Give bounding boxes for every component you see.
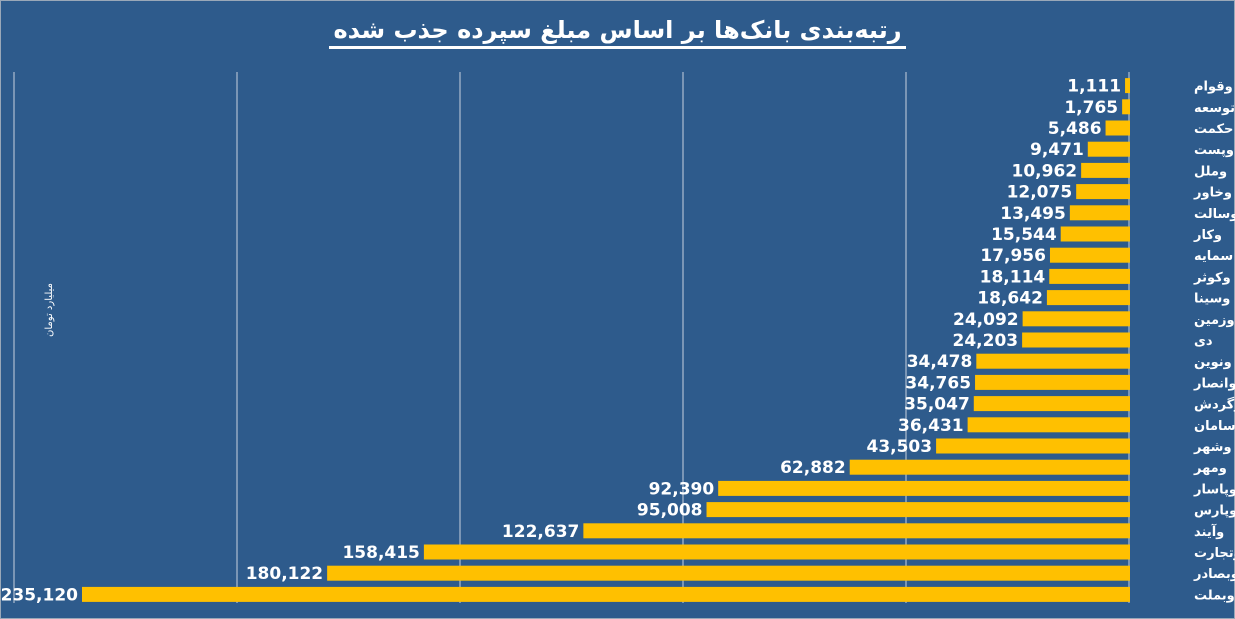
value-label: 9,471 (1030, 140, 1084, 160)
bar (967, 417, 1130, 433)
category-label: سمایه (1194, 249, 1233, 264)
category-label: وپاسار (1193, 482, 1235, 497)
value-label: 5,486 (1048, 119, 1102, 139)
value-label: 1,765 (1064, 98, 1118, 118)
bar (1076, 184, 1130, 200)
value-label: 34,478 (907, 352, 973, 372)
value-label: 36,431 (898, 416, 964, 436)
bar (1046, 290, 1130, 306)
category-label: وسینا (1194, 292, 1230, 307)
bar (82, 586, 1130, 602)
category-label: وانصار (1193, 376, 1235, 391)
value-label: 10,962 (1012, 161, 1078, 181)
category-label: وشهر (1193, 440, 1232, 455)
value-label: 24,092 (953, 310, 1019, 330)
value-label: 158,415 (342, 543, 419, 563)
value-label: 62,882 (780, 458, 846, 478)
bar (1122, 99, 1130, 115)
bar (423, 544, 1130, 560)
bar (1022, 311, 1130, 327)
category-label: دی (1194, 334, 1213, 349)
value-label: 180,122 (246, 564, 323, 584)
value-label: 34,765 (905, 373, 971, 393)
bar (976, 353, 1130, 369)
value-label: 15,544 (991, 225, 1057, 245)
bar (1060, 226, 1130, 242)
category-label: وملل (1194, 164, 1227, 179)
value-label: 13,495 (1000, 204, 1066, 224)
value-label: 122,637 (502, 522, 579, 542)
bar (583, 523, 1130, 539)
bars (82, 78, 1131, 602)
bar (706, 502, 1130, 518)
value-label: 12,075 (1007, 183, 1073, 203)
category-label: وسالت (1194, 207, 1235, 222)
bar (1049, 268, 1130, 284)
bar (936, 438, 1130, 454)
bar (1022, 332, 1130, 348)
value-label: 235,120 (1, 585, 79, 605)
category-label: وپارس (1194, 504, 1235, 519)
category-label: توسعه (1194, 101, 1235, 116)
bar (975, 374, 1130, 390)
category-label: وزمین (1194, 313, 1235, 328)
value-label: 43,503 (866, 437, 932, 457)
bar (1087, 141, 1130, 157)
bar (718, 480, 1130, 496)
category-label: وکوثر (1193, 270, 1231, 285)
bar (973, 396, 1130, 412)
value-label: 18,642 (977, 289, 1043, 309)
chart-title: رتبه‌بندی بانک‌ها بر اساس مبلغ سپرده جذب… (0, 16, 1235, 49)
bar (849, 459, 1130, 475)
category-label: وبصادر (1193, 567, 1235, 582)
value-label: 1,111 (1067, 77, 1121, 97)
category-label: وبملت (1194, 588, 1235, 603)
category-label: وکار (1193, 228, 1222, 243)
chart-title-text: رتبه‌بندی بانک‌ها بر اساس مبلغ سپرده جذب… (329, 16, 906, 49)
bar (327, 565, 1131, 581)
value-labels: 1,1111,7655,4869,47110,96212,07513,49515… (1, 77, 1121, 606)
value-label: 92,390 (649, 479, 715, 499)
bar (1105, 120, 1130, 136)
category-label: وآیند (1194, 523, 1224, 540)
category-label: حکمت (1194, 122, 1233, 137)
category-label: وگردش (1194, 397, 1235, 413)
value-label: 24,203 (953, 331, 1019, 351)
category-label: سامان (1194, 419, 1235, 434)
category-label: وقوام (1194, 80, 1233, 95)
category-label: ومهر (1193, 461, 1227, 476)
value-label: 17,956 (980, 246, 1046, 266)
category-label: وتجارت (1194, 546, 1235, 561)
bar (1125, 78, 1130, 94)
value-label: 18,114 (980, 267, 1046, 287)
category-label: ونوین (1194, 355, 1232, 370)
category-label: وپست (1194, 143, 1234, 158)
bar (1081, 162, 1130, 178)
value-label: 95,008 (637, 501, 703, 521)
category-labels: وقوام توسعه حکمت وپست وملل وخاور وسالت وکار سمای… (1193, 80, 1235, 604)
value-label: 35,047 (904, 395, 970, 415)
bar (1069, 205, 1130, 221)
category-label: وخاور (1193, 186, 1232, 201)
bar (1049, 247, 1130, 263)
